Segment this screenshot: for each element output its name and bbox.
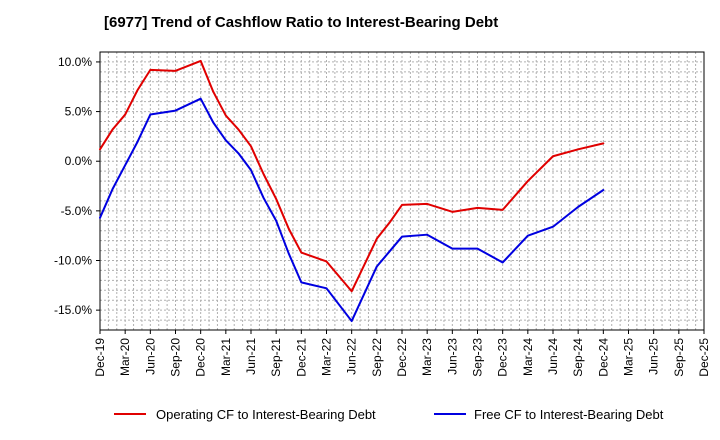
x-tick-label: Sep-21 [269, 338, 283, 377]
y-tick-label: 0.0% [65, 154, 93, 168]
y-tick-label: -5.0% [61, 204, 93, 218]
x-tick-label: Jun-21 [244, 338, 258, 375]
x-tick-label: Jun-22 [345, 338, 359, 375]
y-tick-label: 10.0% [58, 55, 92, 69]
x-tick-label: Mar-23 [420, 338, 434, 376]
x-tick-label: Sep-20 [169, 338, 183, 377]
gridlines [100, 52, 704, 330]
y-tick-label: -15.0% [54, 303, 92, 317]
x-tick-label: Sep-23 [471, 338, 485, 377]
x-tick-label: Mar-21 [219, 338, 233, 376]
x-tick-label: Dec-20 [194, 338, 208, 377]
legend: Operating CF to Interest-Bearing Debt Fre… [114, 407, 664, 422]
legend-label: Operating CF to Interest-Bearing Debt [156, 407, 376, 422]
x-tick-label: Dec-25 [697, 338, 711, 377]
y-axis: 10.0% 5.0% 0.0% -5.0% -10.0% -15.0% [54, 55, 100, 317]
series-lines [99, 59, 605, 323]
chart-title: [6977] Trend of Cashflow Ratio to Intere… [104, 14, 499, 31]
x-tick-label: Jun-24 [546, 338, 560, 375]
x-tick-label: Dec-22 [395, 338, 409, 377]
legend-label: Free CF to Interest-Bearing Debt [474, 407, 664, 422]
y-tick-label: -10.0% [54, 254, 92, 268]
x-tick-label: Sep-25 [672, 338, 686, 377]
free-cf-series-line [99, 97, 605, 323]
x-tick-label: Sep-22 [370, 338, 384, 377]
x-tick-label: Mar-22 [320, 338, 334, 376]
x-tick-label: Mar-24 [521, 338, 535, 376]
x-tick-label: Jun-20 [143, 338, 157, 375]
x-tick-label: Dec-24 [596, 338, 610, 377]
x-tick-label: Sep-24 [571, 338, 585, 377]
x-axis: Dec-19 Mar-20 Jun-20 Sep-20 Dec-20 Mar-21 Jun-… [93, 330, 711, 377]
x-tick-label: Mar-20 [118, 338, 132, 376]
x-tick-label: Jun-25 [647, 338, 661, 375]
x-tick-label: Jun-23 [445, 338, 459, 375]
x-tick-label: Mar-25 [622, 338, 636, 376]
x-tick-label: Dec-19 [93, 338, 107, 377]
x-tick-label: Dec-23 [496, 338, 510, 377]
y-tick-label: 5.0% [65, 105, 93, 119]
operating-cf-series-line [99, 59, 605, 293]
x-tick-label: Dec-21 [294, 338, 308, 377]
